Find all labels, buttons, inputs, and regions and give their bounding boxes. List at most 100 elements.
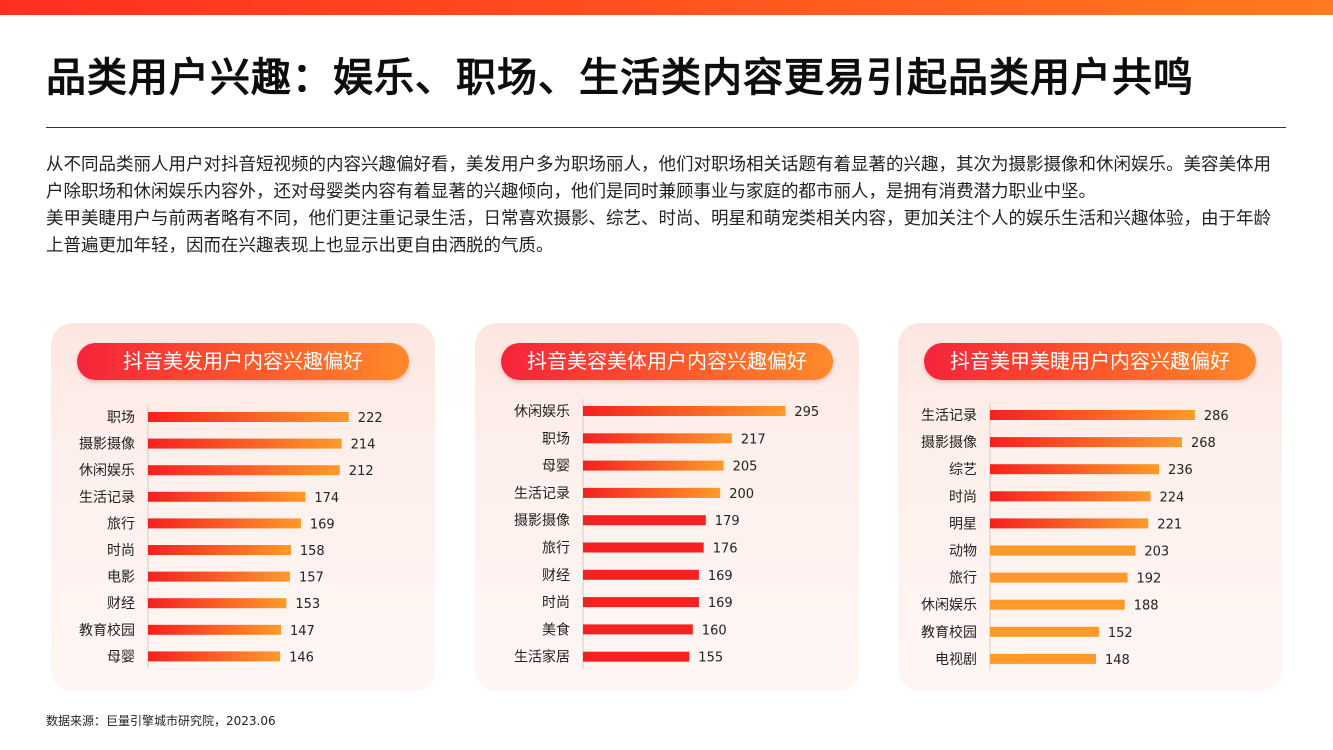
category-label: 生活记录: [921, 408, 977, 424]
bar: [583, 542, 704, 553]
description-paragraph-2: 美甲美睫用户与前两者略有不同，他们更注重记录生活，日常喜欢摄影、综艺、时尚、明星…: [46, 209, 1271, 256]
bar: [990, 572, 1128, 583]
bar: [583, 460, 724, 471]
category-label: 休闲娱乐: [921, 598, 977, 614]
bar: [583, 624, 693, 635]
value-label: 203: [1144, 545, 1169, 560]
category-label: 电视剧: [935, 652, 977, 668]
value-label: 268: [1191, 436, 1216, 451]
top-accent-bar: [0, 0, 1333, 15]
value-label: 147: [290, 624, 315, 639]
value-label: 236: [1168, 463, 1193, 478]
value-label: 174: [314, 491, 339, 506]
category-label: 美食: [542, 621, 570, 638]
bar-chart-nails: 生活记录 286 摄影摄像 268 综艺 236 时尚 224 明星 221 动物 203 旅行 192 休…: [921, 403, 1229, 671]
category-label: 时尚: [107, 543, 135, 559]
bar: [148, 651, 281, 662]
value-label: 169: [708, 569, 733, 584]
category-label: 职场: [107, 410, 135, 426]
bar: [990, 518, 1149, 529]
value-label: 200: [729, 487, 754, 502]
bar: [990, 626, 1099, 637]
bar: [990, 653, 1096, 664]
category-label: 母婴: [107, 649, 135, 665]
chart-title-beauty: 抖音美容美体用户内容兴趣偏好: [501, 343, 833, 380]
value-label: 153: [295, 597, 320, 612]
value-label: 155: [698, 651, 723, 666]
category-label: 休闲娱乐: [514, 404, 570, 420]
value-label: 222: [358, 411, 383, 426]
category-label: 动物: [949, 544, 977, 560]
title-divider: [46, 127, 1286, 128]
value-label: 221: [1157, 517, 1182, 532]
bar-chart-hair: 职场 222 摄影摄像 214 休闲娱乐 212 生活记录 174 旅行 169 时尚 158 电影 15…: [79, 405, 383, 669]
bar: [148, 598, 287, 609]
value-label: 146: [289, 650, 314, 665]
category-label: 生活记录: [79, 490, 135, 506]
category-label: 明星: [949, 516, 977, 532]
value-label: 212: [349, 464, 374, 479]
bar: [990, 491, 1151, 502]
value-label: 152: [1108, 626, 1133, 641]
value-label: 179: [715, 514, 740, 529]
value-label: 192: [1137, 572, 1162, 587]
category-label: 摄影摄像: [514, 513, 570, 529]
bar: [583, 597, 699, 608]
bar-chart-beauty: 休闲娱乐 295 职场 217 母婴 205 生活记录 200 摄影摄像 179 旅行 176 财经 16…: [514, 399, 819, 669]
value-label: 148: [1105, 653, 1130, 668]
chart-title-hair: 抖音美发用户内容兴趣偏好: [77, 343, 409, 380]
category-label: 财经: [542, 568, 570, 584]
bar: [148, 624, 281, 635]
bar: [148, 571, 290, 582]
chart-title-nails: 抖音美甲美睫用户内容兴趣偏好: [924, 343, 1256, 380]
bar: [148, 545, 291, 555]
category-label: 时尚: [949, 489, 977, 505]
bar: [990, 599, 1125, 610]
value-label: 160: [702, 623, 727, 638]
description-paragraph-1: 从不同品类丽人用户对抖音短视频的内容兴趣偏好看，美发用户多为职场丽人，他们对职场…: [46, 155, 1271, 202]
value-label: 158: [300, 544, 325, 559]
value-label: 169: [310, 517, 335, 532]
bar: [148, 465, 340, 476]
bar: [583, 569, 699, 580]
value-label: 205: [733, 460, 758, 475]
bar: [148, 518, 301, 529]
category-label: 摄影摄像: [79, 437, 135, 453]
bar: [990, 410, 1195, 420]
category-label: 教育校园: [79, 622, 135, 639]
value-label: 214: [351, 438, 376, 453]
category-label: 电影: [107, 570, 135, 586]
bar: [583, 651, 690, 662]
category-label: 时尚: [542, 595, 570, 611]
category-label: 旅行: [542, 541, 570, 557]
value-label: 224: [1160, 490, 1185, 505]
category-label: 摄影摄像: [921, 435, 977, 451]
category-label: 财经: [107, 596, 135, 612]
bar: [148, 491, 306, 502]
chart-panel-nails: 抖音美甲美睫用户内容兴趣偏好 生活记录 286 摄影摄像 268 综艺 236 时尚 224 明…: [898, 323, 1282, 691]
bar: [583, 406, 786, 416]
chart-panel-hair: 抖音美发用户内容兴趣偏好 职场 222 摄影摄像 214 休闲娱乐 212 生活记录 174 旅…: [51, 323, 435, 691]
value-label: 176: [713, 542, 738, 557]
bar: [583, 487, 721, 498]
category-label: 生活家居: [514, 649, 570, 666]
value-label: 295: [794, 405, 819, 420]
bar: [148, 412, 349, 422]
value-label: 286: [1204, 409, 1229, 424]
category-label: 母婴: [542, 459, 570, 475]
data-source-note: 数据来源：巨量引擎城市研究院，2023.06: [46, 714, 276, 728]
category-label: 教育校园: [921, 624, 977, 641]
bar: [583, 515, 706, 526]
page-title: 品类用户兴趣：娱乐、职场、生活类内容更易引起品类用户共鸣: [46, 55, 1194, 101]
bar: [990, 545, 1136, 556]
category-label: 生活记录: [514, 486, 570, 502]
category-label: 休闲娱乐: [79, 463, 135, 479]
bar: [990, 437, 1182, 448]
category-label: 职场: [542, 431, 570, 447]
category-label: 旅行: [949, 571, 977, 587]
category-label: 综艺: [949, 462, 977, 478]
value-label: 169: [708, 596, 733, 611]
chart-panel-beauty: 抖音美容美体用户内容兴趣偏好 休闲娱乐 295 职场 217 母婴 205 生活记录 200 摄…: [475, 323, 859, 691]
value-label: 157: [299, 571, 324, 586]
bar: [990, 464, 1159, 475]
